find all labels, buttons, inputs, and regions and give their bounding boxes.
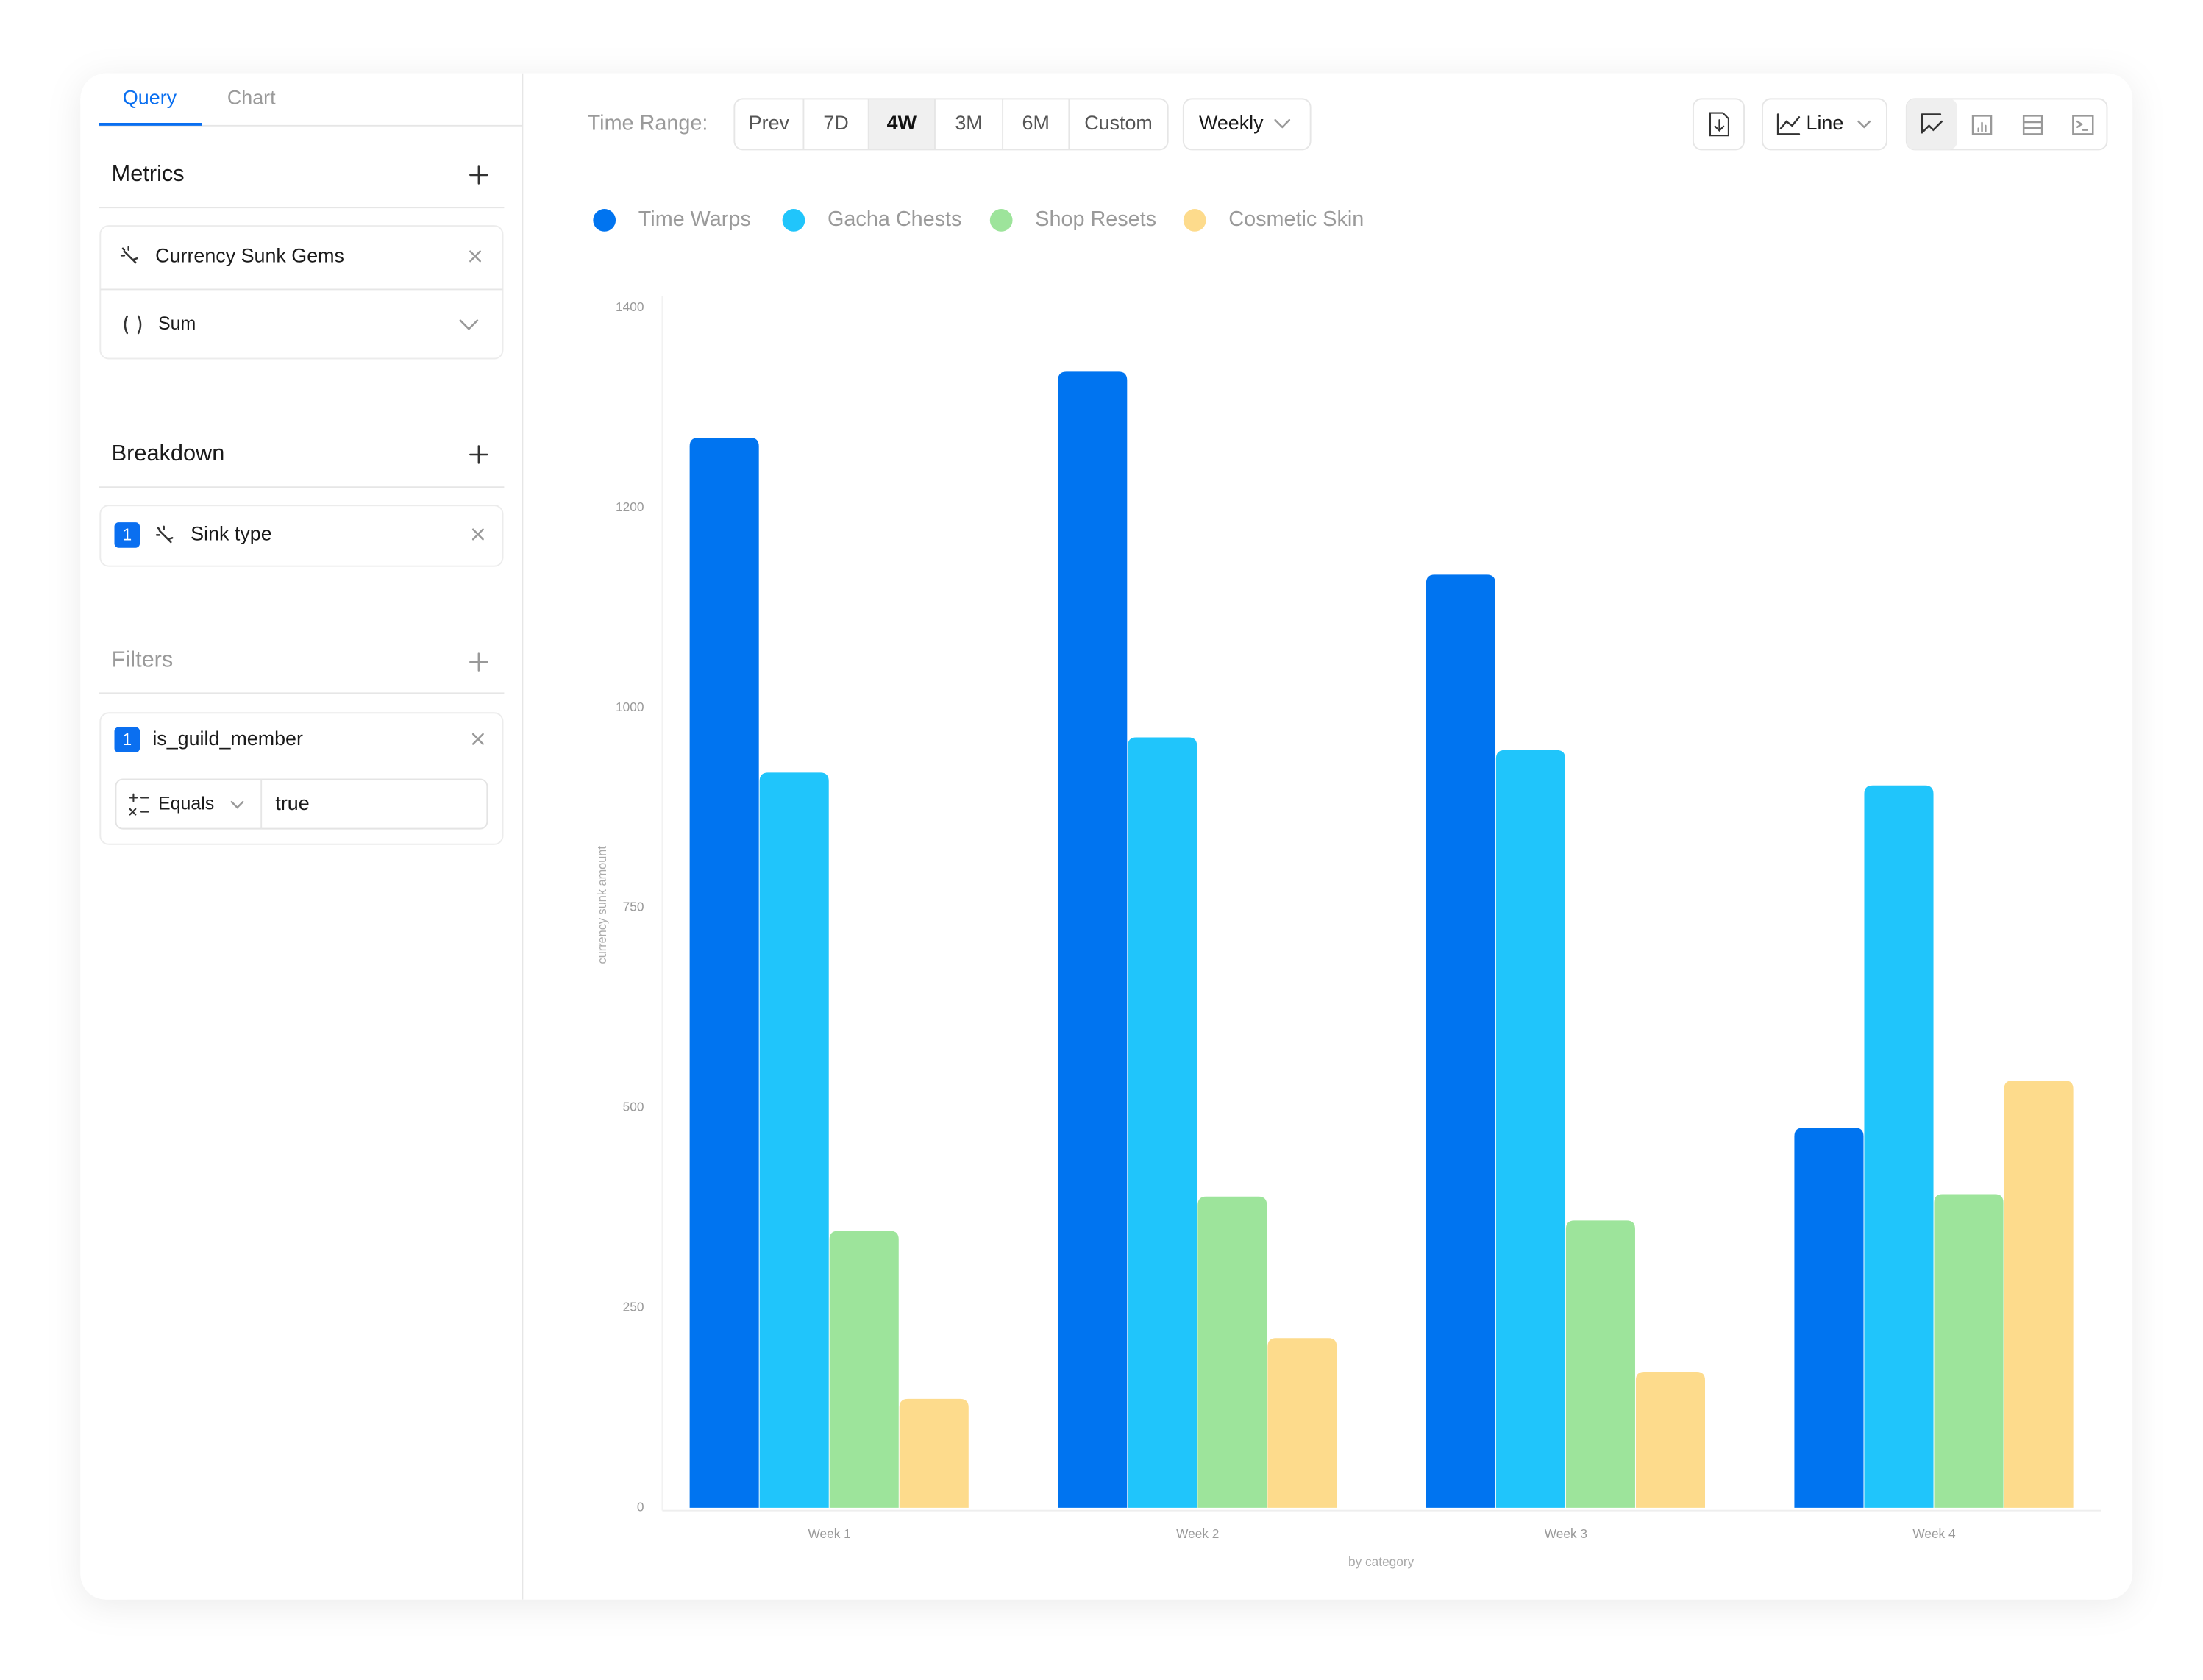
breakdown-card xyxy=(99,505,504,567)
y-tick-label: 750 xyxy=(623,900,644,914)
y-tick-label: 0 xyxy=(637,1499,644,1514)
remove-button[interactable] xyxy=(469,250,482,263)
bar xyxy=(899,1398,969,1508)
legend-swatch xyxy=(593,209,616,232)
filter-value[interactable]: true xyxy=(275,792,309,814)
remove-button[interactable] xyxy=(471,528,484,541)
icon xyxy=(124,315,142,335)
x-tick-label: Week 3 xyxy=(1545,1526,1587,1541)
section-title: Metrics xyxy=(112,160,185,186)
section-title: Breakdown xyxy=(112,440,225,466)
y-tick-label: 500 xyxy=(623,1100,644,1114)
x-tick-label: Week 2 xyxy=(1176,1526,1219,1541)
legend-label: Gacha Chests xyxy=(828,207,961,231)
icon xyxy=(120,246,138,264)
chart-kind-dropdown[interactable] xyxy=(1762,98,1887,151)
breakdown-field[interactable]: Sink type xyxy=(191,523,272,545)
metric-card xyxy=(99,225,504,360)
range-option[interactable]: 7D xyxy=(823,112,848,134)
x-tick-label: Week 4 xyxy=(1912,1526,1956,1541)
icon xyxy=(1776,113,1801,135)
dropdown-chevron[interactable] xyxy=(1857,120,1871,129)
icon[interactable] xyxy=(1971,115,1993,135)
chart-kind[interactable]: Line xyxy=(1807,112,1844,134)
legend-label: Cosmetic Skin xyxy=(1228,207,1364,231)
badge-text: 1 xyxy=(122,730,132,749)
dropdown-chevron[interactable] xyxy=(230,800,244,809)
x-axis-label: by category xyxy=(1348,1554,1414,1569)
bar xyxy=(1934,1194,2004,1508)
bar xyxy=(1794,1128,1864,1508)
bar xyxy=(1565,1220,1635,1508)
filter-operator[interactable]: Equals xyxy=(158,794,214,814)
range-option[interactable]: Prev xyxy=(749,112,790,134)
chart: currency sunk amount by category 0 250 500… xyxy=(593,207,2101,1569)
range-option[interactable]: 3M xyxy=(955,112,982,134)
section-title: Filters xyxy=(112,646,174,672)
time-range-label: Time Range: xyxy=(588,112,708,135)
remove-button[interactable] xyxy=(471,733,484,745)
aggregation[interactable]: Sum xyxy=(158,313,196,334)
range-frame xyxy=(733,98,1169,151)
legend-label: Shop Resets xyxy=(1035,207,1156,231)
bar xyxy=(1635,1371,1706,1508)
dropdown-chevron[interactable] xyxy=(459,319,479,330)
y-tick-label: 250 xyxy=(623,1300,644,1314)
filter-field[interactable]: is_guild_member xyxy=(152,727,303,750)
tab[interactable]: Chart xyxy=(227,86,276,108)
bar xyxy=(1197,1196,1267,1508)
icon xyxy=(1709,112,1729,137)
bar xyxy=(1426,574,1495,1508)
icon xyxy=(155,525,174,544)
icon xyxy=(129,793,149,816)
range-group: Prev 7D 4W 3M 6M Custom xyxy=(733,98,1169,151)
y-tick-label: 1000 xyxy=(616,700,644,714)
metric-name[interactable]: Currency Sunk Gems xyxy=(155,244,344,266)
add-button[interactable] xyxy=(469,165,488,185)
bar xyxy=(2004,1081,2074,1508)
x-tick-label: Week 1 xyxy=(808,1526,851,1541)
add-button[interactable] xyxy=(469,445,488,464)
bar xyxy=(1864,785,1934,1508)
y-tick-label: 1400 xyxy=(616,299,644,314)
icon xyxy=(1921,113,1943,134)
badge xyxy=(114,727,140,753)
icon[interactable] xyxy=(2072,115,2094,135)
badge-text: 1 xyxy=(122,524,132,544)
range-selected[interactable] xyxy=(868,99,935,149)
add-button[interactable] xyxy=(469,652,488,672)
bar xyxy=(759,772,829,1508)
filter-input xyxy=(115,778,488,830)
range-option[interactable]: 4W xyxy=(887,112,917,134)
range-option[interactable]: Custom xyxy=(1084,112,1153,134)
tab[interactable]: Query xyxy=(123,86,177,108)
view-selected[interactable] xyxy=(1906,99,1957,150)
range-option[interactable]: 6M xyxy=(1022,112,1050,134)
bar xyxy=(829,1231,899,1508)
interval[interactable]: Weekly xyxy=(1199,112,1264,134)
bar xyxy=(1058,371,1128,1508)
bar xyxy=(1267,1338,1337,1508)
y-tick-label: 1200 xyxy=(616,499,644,514)
legend-swatch xyxy=(989,209,1013,232)
legend-label: Time Warps xyxy=(638,207,751,231)
bar xyxy=(689,438,759,1508)
icon[interactable] xyxy=(2022,115,2043,135)
legend-swatch xyxy=(1183,209,1206,232)
bar xyxy=(1495,750,1565,1508)
badge xyxy=(114,522,140,548)
interval-dropdown[interactable] xyxy=(1182,98,1312,151)
dropdown-chevron[interactable] xyxy=(1274,118,1291,129)
y-axis-label: currency sunk amount xyxy=(596,846,609,964)
legend-swatch xyxy=(782,209,805,232)
bar xyxy=(1128,737,1197,1508)
